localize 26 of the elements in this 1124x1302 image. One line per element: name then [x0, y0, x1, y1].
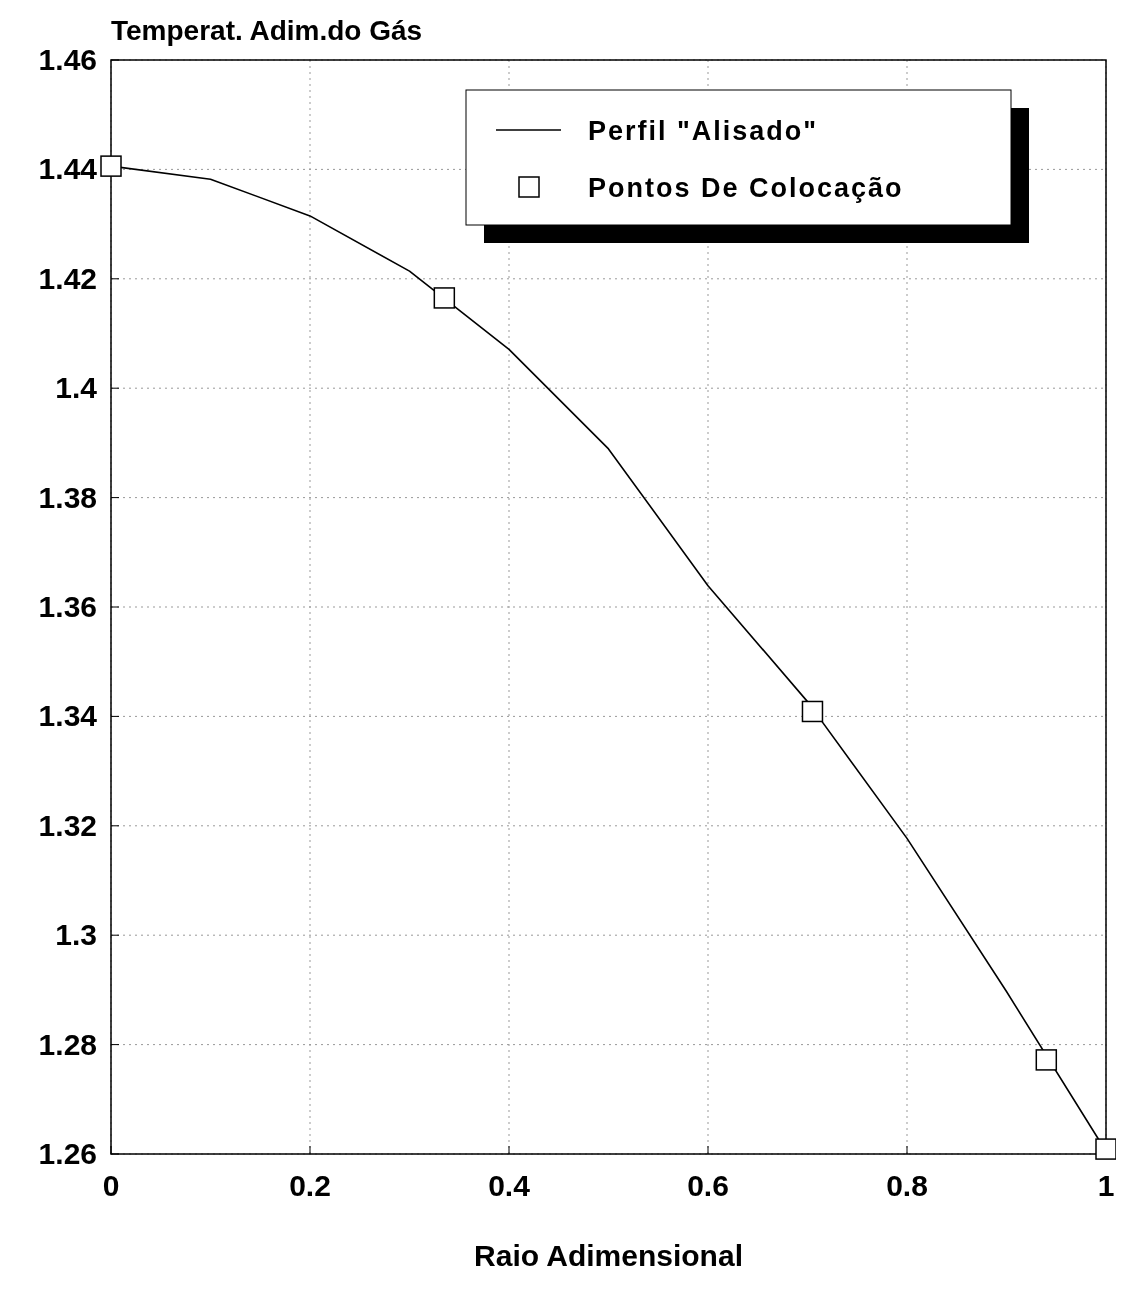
- point: [433, 287, 456, 309]
- y-tick-label: 1.42: [38, 261, 97, 295]
- legend-label: Pontos De Colocação: [588, 173, 904, 203]
- x-tick-label: 0.8: [886, 1169, 928, 1202]
- y-tick-label: 1.34: [38, 699, 98, 733]
- x-axis-title: Raio Adimensional: [474, 1239, 743, 1272]
- x-tick-label: 0: [102, 1169, 120, 1202]
- point: [801, 700, 824, 723]
- y-axis-title: Temperat. Adim.do Gás: [111, 15, 423, 46]
- y-tick-label: 1.32: [38, 808, 97, 842]
- y-tick-label: 1.36: [38, 590, 97, 623]
- y-tick-label: 1.38: [38, 480, 97, 514]
- y-tick-label: 1.4: [55, 371, 98, 405]
- y-tick-label: 1.44: [38, 152, 98, 186]
- x-tick-label: 1: [1097, 1169, 1115, 1202]
- point: [1035, 1049, 1058, 1071]
- y-tick-label: 1.46: [38, 43, 97, 76]
- legend-label: Perfil "Alisado": [588, 116, 819, 146]
- y-tick-label: 1.3: [55, 918, 97, 952]
- y-tick-label: 1.26: [38, 1137, 97, 1170]
- point: [100, 155, 122, 177]
- y-tick-label: 1.28: [38, 1027, 97, 1061]
- x-tick-label: 0.4: [488, 1169, 531, 1202]
- point: [1095, 1138, 1116, 1160]
- x-tick-label: 0.6: [687, 1169, 729, 1202]
- x-tick-label: 0.2: [289, 1169, 331, 1202]
